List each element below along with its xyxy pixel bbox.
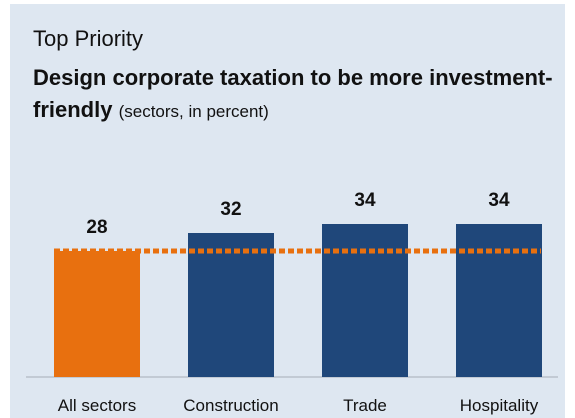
bar-1 [188,233,274,377]
data-label-2: 34 [354,190,376,211]
category-label-0: All sectors [58,396,136,415]
data-label-3: 34 [488,190,510,211]
chart-kicker: Top Priority [33,26,144,51]
chart-subtitle: (sectors, in percent) [118,102,269,121]
category-label-2: Trade [343,396,387,415]
bar-3 [456,224,542,377]
bar-0 [54,251,140,377]
chart-headline: Design corporate taxation to be more inv… [33,62,553,128]
data-label-1: 32 [220,199,241,220]
category-label-1: Construction [183,396,278,415]
bar-2 [322,224,408,377]
data-label-0: 28 [86,217,107,238]
chart-title: Design corporate taxation to be more inv… [33,65,553,122]
category-label-3: Hospitality [460,396,539,415]
